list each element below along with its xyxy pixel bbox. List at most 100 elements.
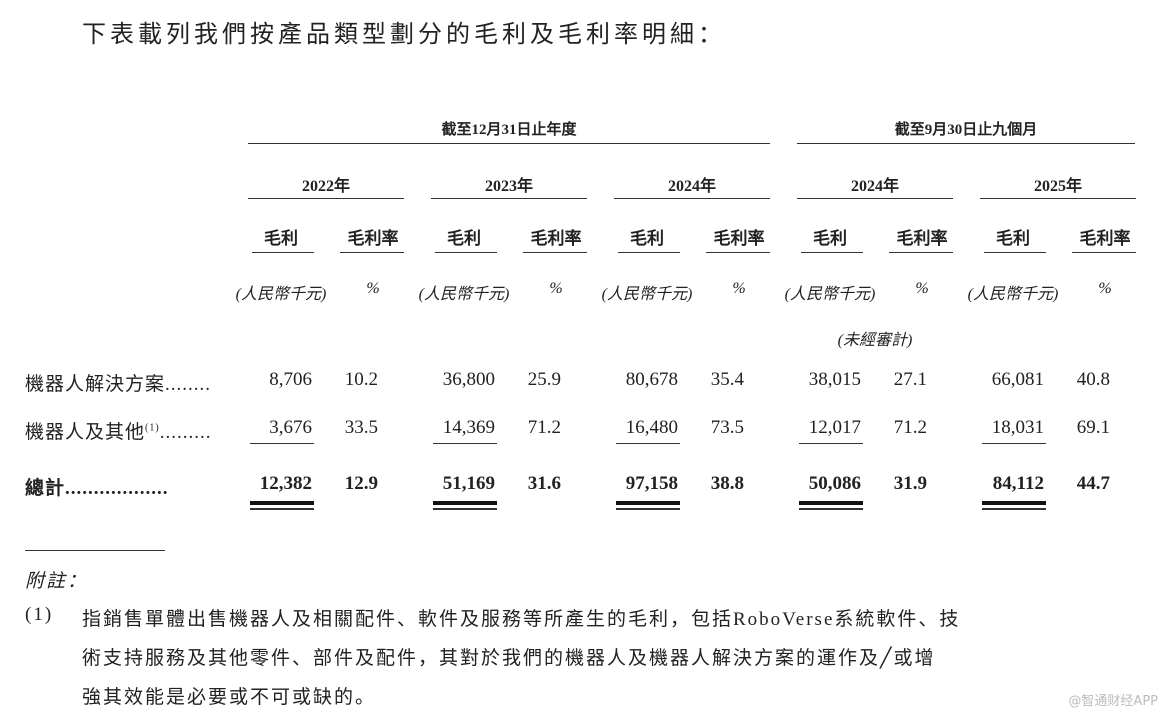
total-double-underline — [799, 508, 863, 510]
footnote-divider — [25, 550, 165, 551]
total-double-underline — [616, 508, 680, 510]
subtotal-underline — [616, 443, 680, 444]
total-double-underline — [250, 508, 314, 510]
divider — [889, 252, 953, 253]
gross-margin-value: 33.5 — [344, 417, 378, 438]
divider — [797, 143, 1135, 144]
gross-profit-header: 毛利 — [630, 229, 664, 248]
total-double-underline — [433, 501, 497, 505]
divider — [797, 198, 953, 199]
leader-dots: ......... — [159, 422, 212, 443]
note-line: 強其效能是必要或不可或缺的。 — [82, 687, 377, 708]
total-double-underline — [616, 501, 680, 505]
total-double-underline — [982, 501, 1046, 505]
intro-text: 下表載列我們按產品類型劃分的毛利及毛利率明細： — [82, 22, 726, 48]
year-header: 2025年 — [1033, 178, 1082, 195]
gross-profit-value: 84,112 — [992, 473, 1044, 494]
group-header-nine-months: 截至9月30日止九個月 — [894, 122, 1038, 138]
gross-profit-value: 16,480 — [625, 417, 678, 438]
gross-profit-value: 8,706 — [269, 369, 312, 390]
divider — [435, 252, 497, 253]
year-header: 2024年 — [850, 178, 899, 195]
gross-profit-value: 36,800 — [442, 369, 495, 390]
note-line: 術支持服務及其他零件、部件及配件，其對於我們的機器人及機器人解決方案的運作及╱或… — [82, 648, 936, 669]
divider — [252, 252, 314, 253]
total-double-underline — [799, 501, 863, 505]
gross-margin-header: 毛利率 — [713, 229, 765, 248]
divider — [248, 198, 404, 199]
gross-margin-value: 27.1 — [893, 369, 927, 390]
total-double-underline — [982, 508, 1046, 510]
note-number: (1) — [25, 604, 54, 625]
total-double-underline — [433, 508, 497, 510]
gross-margin-value: 31.9 — [893, 473, 927, 494]
gross-profit-value: 97,158 — [625, 473, 678, 494]
gross-margin-header: 毛利率 — [347, 229, 399, 248]
year-header: 2024年 — [667, 178, 716, 195]
gross-profit-value: 12,382 — [259, 473, 312, 494]
subtotal-underline — [799, 443, 863, 444]
watermark: @智通财经APP — [1068, 694, 1158, 709]
divider — [706, 252, 770, 253]
gross-margin-value: 69.1 — [1076, 417, 1110, 438]
gross-profit-value: 12,017 — [808, 417, 861, 438]
gross-margin-value: 10.2 — [344, 369, 378, 390]
row-label-text: 機器人解決方案........ — [25, 374, 212, 395]
row-label-text: 總計.................. — [25, 478, 169, 499]
gross-margin-value: 40.8 — [1076, 369, 1110, 390]
divider — [801, 252, 863, 253]
row-label: 機器人及其他(1)......... — [25, 417, 211, 444]
gross-margin-value: 31.6 — [527, 473, 561, 494]
subtotal-underline — [433, 443, 497, 444]
gross-margin-value: 38.8 — [710, 473, 744, 494]
gross-profit-value: 51,169 — [442, 473, 495, 494]
gross-margin-unit: % — [366, 280, 380, 297]
total-double-underline — [250, 501, 314, 505]
gross-profit-value: 80,678 — [625, 369, 678, 390]
divider — [431, 198, 587, 199]
gross-profit-unit: (人民幣千元) — [235, 286, 327, 303]
notes-title: 附註： — [25, 571, 89, 592]
gross-profit-header: 毛利 — [264, 229, 298, 248]
gross-profit-value: 3,676 — [269, 417, 312, 438]
gross-profit-value: 66,081 — [991, 369, 1044, 390]
divider — [618, 252, 680, 253]
gross-profit-unit: (人民幣千元) — [967, 286, 1059, 303]
gross-profit-unit: (人民幣千元) — [601, 286, 693, 303]
subtotal-underline — [982, 443, 1046, 444]
year-header: 2023年 — [484, 178, 533, 195]
unaudited-label: (未經審計) — [837, 332, 913, 349]
divider — [340, 252, 404, 253]
gross-profit-unit: (人民幣千元) — [784, 286, 876, 303]
divider — [984, 252, 1046, 253]
gross-margin-value: 44.7 — [1076, 473, 1110, 494]
gross-margin-value: 71.2 — [893, 417, 927, 438]
gross-profit-value: 18,031 — [991, 417, 1044, 438]
note-line: 指銷售單體出售機器人及相關配件、軟件及服務等所產生的毛利，包括RoboVerse… — [82, 609, 961, 630]
divider — [614, 198, 770, 199]
gross-profit-header: 毛利 — [996, 229, 1030, 248]
row-label: 總計.................. — [25, 473, 169, 500]
gross-margin-header: 毛利率 — [1079, 229, 1131, 248]
gross-margin-unit: % — [549, 280, 563, 297]
group-header-year: 截至12月31日止年度 — [441, 122, 577, 138]
subtotal-underline — [250, 443, 314, 444]
row-label: 機器人解決方案........ — [25, 369, 211, 396]
footnote-ref: (1) — [145, 422, 160, 434]
divider — [980, 198, 1136, 199]
year-header: 2022年 — [301, 178, 350, 195]
gross-margin-value: 25.9 — [527, 369, 561, 390]
gross-margin-value: 71.2 — [527, 417, 561, 438]
gross-profit-unit: (人民幣千元) — [418, 286, 510, 303]
gross-margin-unit: % — [915, 280, 929, 297]
gross-profit-header: 毛利 — [813, 229, 847, 248]
gross-margin-value: 12.9 — [344, 473, 378, 494]
gross-profit-value: 50,086 — [808, 473, 861, 494]
divider — [523, 252, 587, 253]
gross-margin-value: 35.4 — [710, 369, 744, 390]
gross-margin-unit: % — [1098, 280, 1112, 297]
divider — [1072, 252, 1136, 253]
gross-margin-header: 毛利率 — [896, 229, 948, 248]
gross-profit-header: 毛利 — [447, 229, 481, 248]
gross-profit-value: 38,015 — [808, 369, 861, 390]
